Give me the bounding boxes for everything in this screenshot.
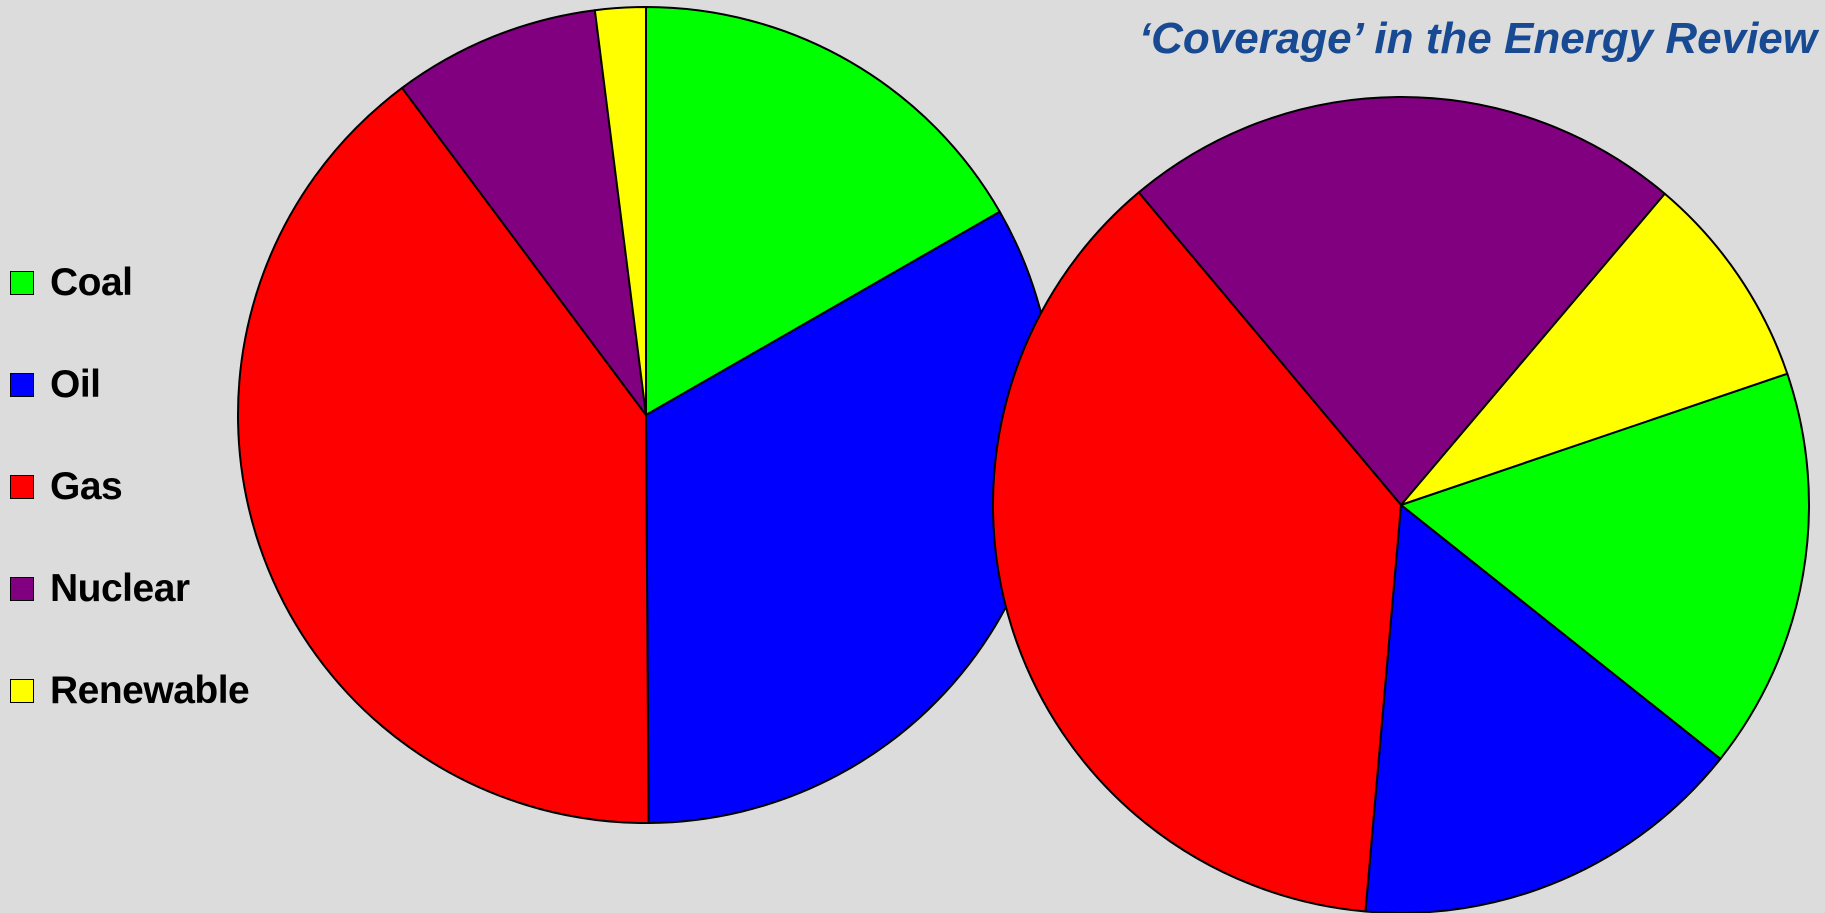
legend-label-coal: Coal (50, 261, 133, 304)
pie-chart-2 (992, 95, 1810, 913)
pie-1-slice-nuclear (401, 9, 647, 416)
pie-1-slice-renewable (593, 6, 647, 416)
pie-1-slice-coal (645, 6, 1001, 416)
legend-item-coal: Coal (10, 232, 249, 334)
pie-chart-1 (237, 6, 1055, 824)
legend-swatch-oil (10, 373, 34, 397)
pie-2-slice-nuclear (1137, 95, 1666, 506)
legend-swatch-gas (10, 475, 34, 499)
chart-title: ‘Coverage’ in the Energy Review (1138, 14, 1817, 63)
pie-2-slice-gas (992, 191, 1402, 913)
legend-item-renewable: Renewable (10, 640, 250, 742)
legend-label-nuclear: Nuclear (50, 567, 190, 610)
legend-swatch-nuclear (10, 577, 34, 601)
legend-item-gas: Gas (10, 436, 249, 538)
pie-2-slice-coal (1400, 372, 1810, 760)
legend-swatch-coal (10, 271, 34, 295)
legend-item-nuclear: Nuclear (10, 538, 249, 640)
legend-label-gas: Gas (50, 465, 123, 508)
legend-label-oil: Oil (50, 363, 101, 406)
pie-2-slice-renewable (1400, 192, 1789, 506)
legend: Coal Oil Gas Nuclear Renewable (10, 232, 250, 742)
pie-1-slice-gas (237, 86, 650, 824)
legend-item-oil: Oil (10, 334, 249, 436)
legend-label-renewable: Renewable (50, 669, 250, 712)
legend-swatch-renewable (10, 679, 34, 703)
